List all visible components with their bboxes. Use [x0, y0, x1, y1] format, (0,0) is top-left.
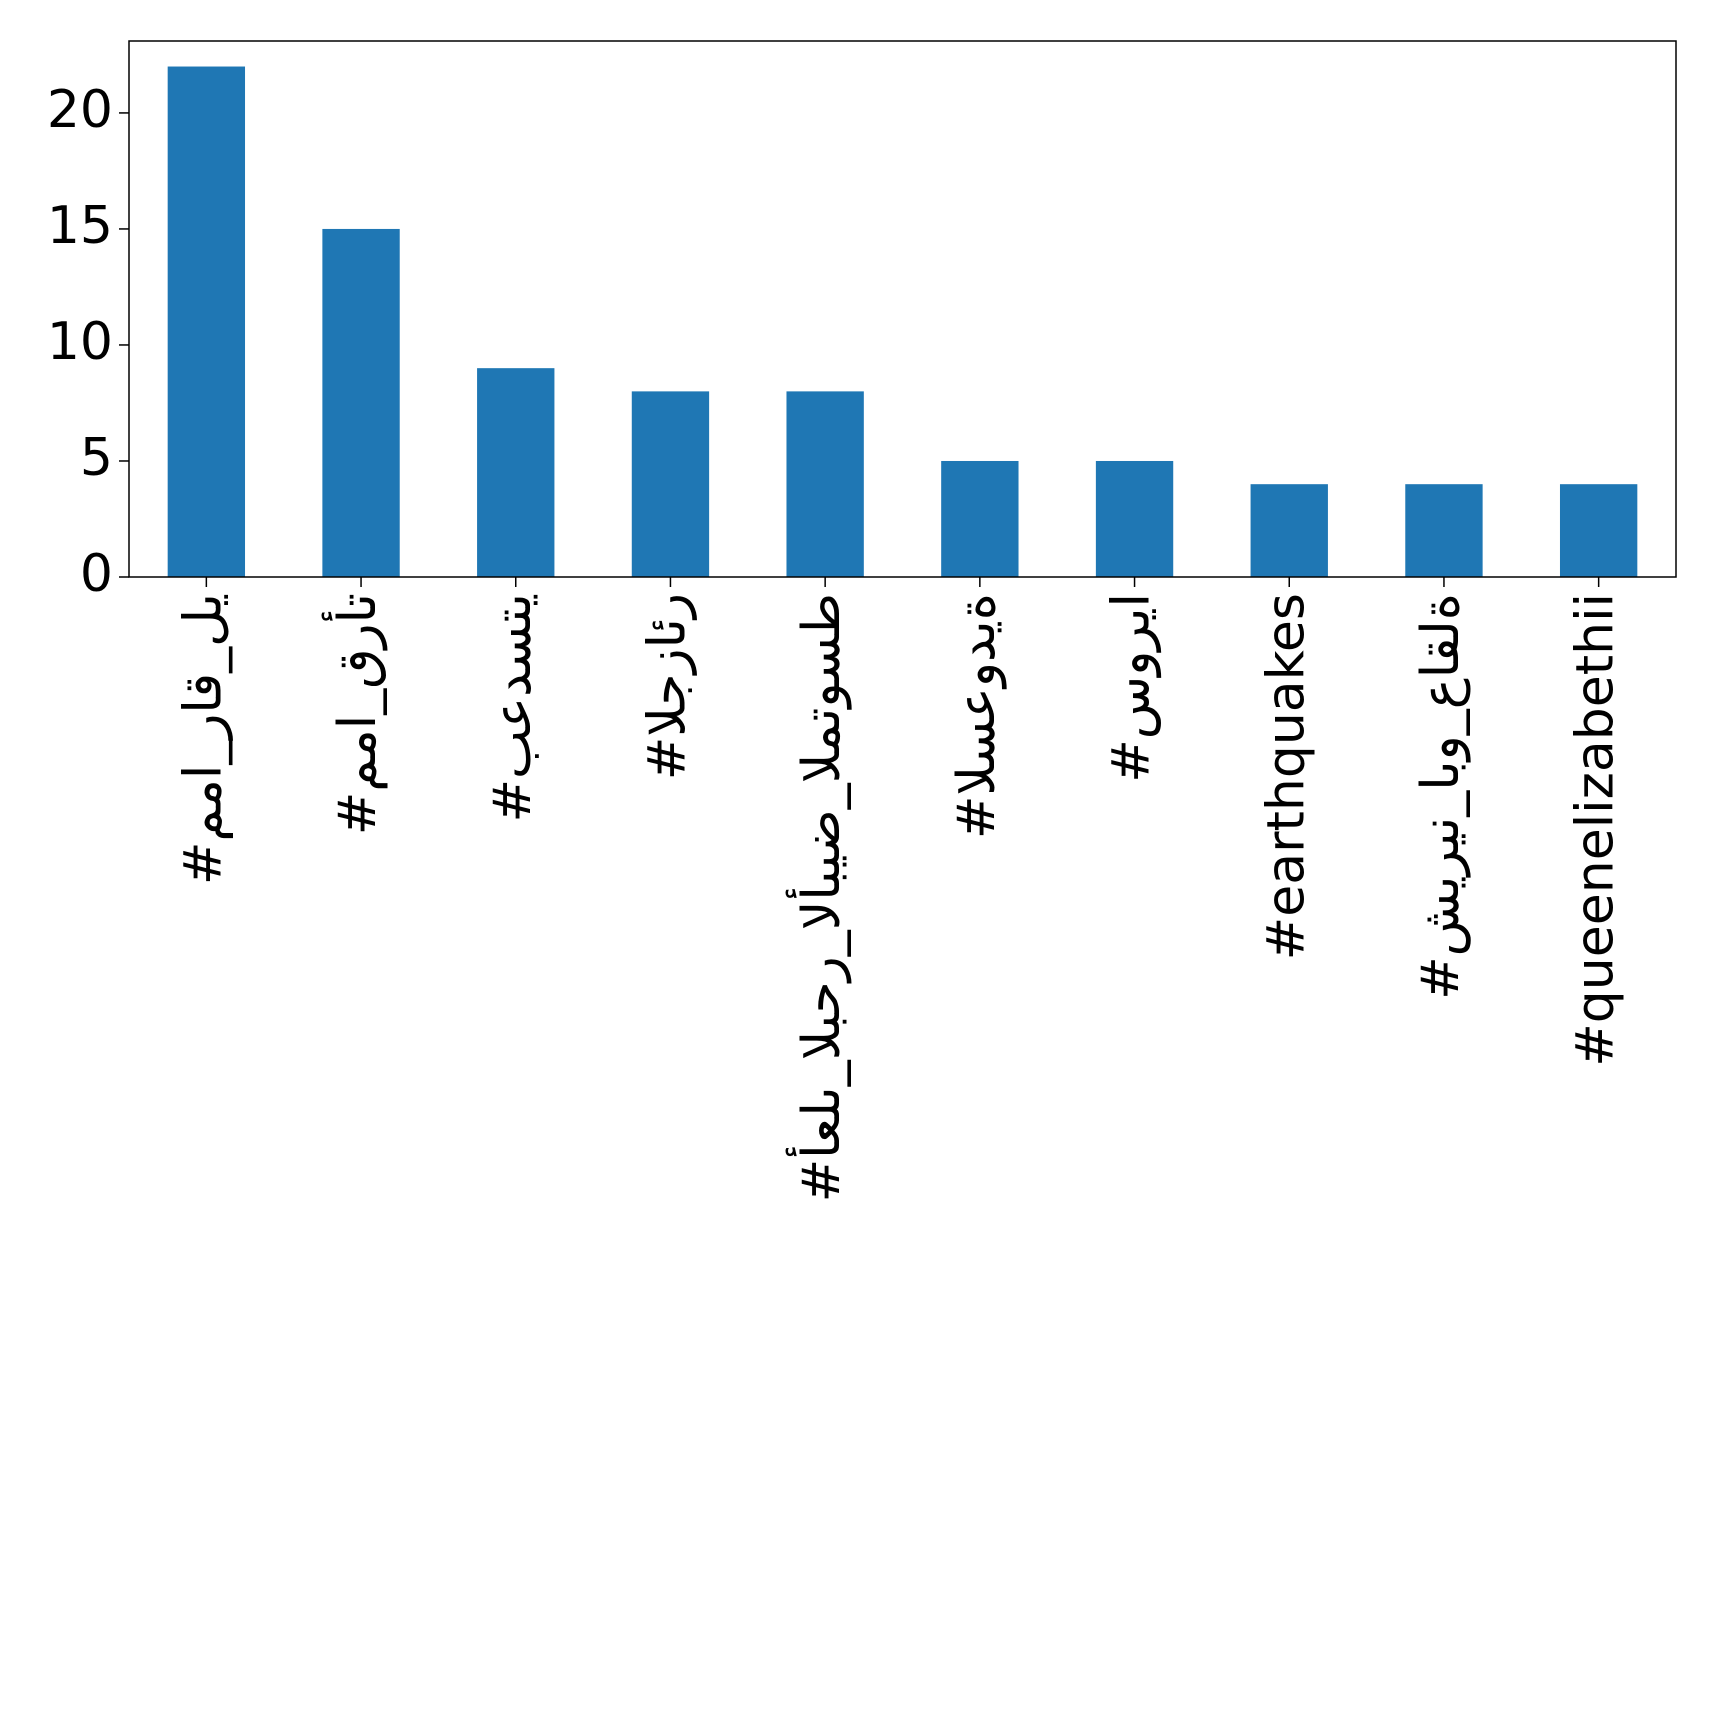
x-tick-label: #سوريا [1102, 593, 1162, 783]
x-tick-label: #الجزائر [637, 593, 697, 780]
bar [786, 391, 864, 577]
y-tick-label: 10 [47, 312, 113, 372]
bar [477, 368, 555, 577]
bar [322, 228, 400, 577]
y-tick-label: 5 [80, 428, 113, 488]
x-tick-label: #شيرين_ابو_عاقلة [1411, 593, 1471, 1000]
bar [1405, 484, 1483, 577]
y-tick-label: 20 [47, 80, 113, 140]
x-tick-label: #queenelizabethii [1566, 593, 1626, 1067]
x-tick-label: #أعلى_البحر_الأبيض_المتوسط [785, 593, 852, 1202]
bar [167, 66, 246, 578]
x-tick-label: #مما_قرأت [321, 593, 388, 835]
x-tick-label: #مما_راق_لي [173, 593, 233, 885]
x-tick-label: #بعدستي [483, 593, 543, 823]
bar [941, 460, 1019, 577]
y-tick-label: 15 [47, 196, 113, 256]
x-tick-label: #السعودية [947, 593, 1007, 839]
plot-frame [128, 40, 1677, 578]
bar [1559, 484, 1638, 577]
bar [631, 391, 710, 577]
bar [1095, 460, 1174, 577]
x-tick-label: #earthquakes [1256, 593, 1316, 960]
y-tick-label: 0 [80, 544, 113, 604]
bar [1250, 484, 1328, 577]
